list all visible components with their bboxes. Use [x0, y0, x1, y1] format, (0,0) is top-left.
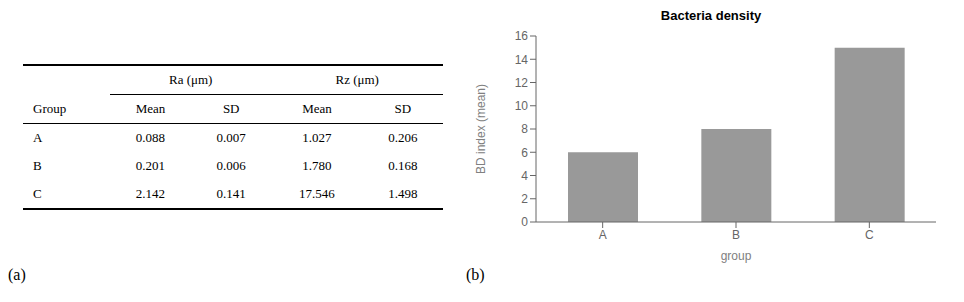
svg-text:C: C	[865, 228, 874, 242]
html-text:Mean: Mean	[302, 101, 332, 116]
svg-text:4: 4	[521, 169, 528, 183]
html-text:Ra (μm): Ra (μm)	[169, 72, 213, 87]
html-text:(a): (a)	[8, 266, 26, 283]
html-text:Group: Group	[33, 100, 67, 116]
html-text:0.201: 0.201	[135, 158, 166, 173]
html-text:2.142: 2.142	[135, 186, 166, 201]
svg-text:A: A	[599, 228, 607, 242]
svg-text:B: B	[732, 228, 740, 242]
html-text:1.027: 1.027	[302, 130, 332, 145]
svg-text:BD index (mean): BD index (mean)	[474, 84, 488, 174]
svg-text:8: 8	[521, 122, 528, 136]
svg-text:2: 2	[521, 192, 528, 206]
html-text:0.168: 0.168	[388, 158, 418, 173]
html-text:1.780: 1.780	[302, 158, 332, 173]
svg-text:16: 16	[515, 29, 529, 43]
html-text:SD: SD	[394, 101, 412, 116]
html-text:0.006: 0.006	[216, 158, 246, 173]
html-text:Bacteria density: Bacteria density	[660, 8, 762, 23]
svg-text:group: group	[721, 249, 752, 263]
html-text:0.141: 0.141	[216, 186, 246, 201]
html-text:0.206: 0.206	[388, 130, 418, 145]
svg-text:10: 10	[515, 99, 529, 113]
html-text:B: B	[33, 158, 42, 173]
html-text:1.498: 1.498	[388, 186, 418, 201]
svg-text:6: 6	[521, 146, 528, 160]
html-text:17.546: 17.546	[299, 186, 335, 201]
html-text:Mean: Mean	[135, 101, 166, 116]
html-text:Rz (μm): Rz (μm)	[335, 72, 379, 87]
svg-text:0: 0	[521, 215, 528, 229]
svg-text:12: 12	[515, 76, 529, 90]
html-text:A: A	[33, 130, 43, 145]
html-text:C: C	[33, 186, 42, 201]
html-text:0.007: 0.007	[216, 130, 246, 145]
html-text:SD: SD	[222, 101, 240, 116]
html-text:(b): (b)	[466, 266, 485, 283]
svg-text:14: 14	[515, 53, 529, 67]
html-text:0.088: 0.088	[135, 130, 166, 145]
